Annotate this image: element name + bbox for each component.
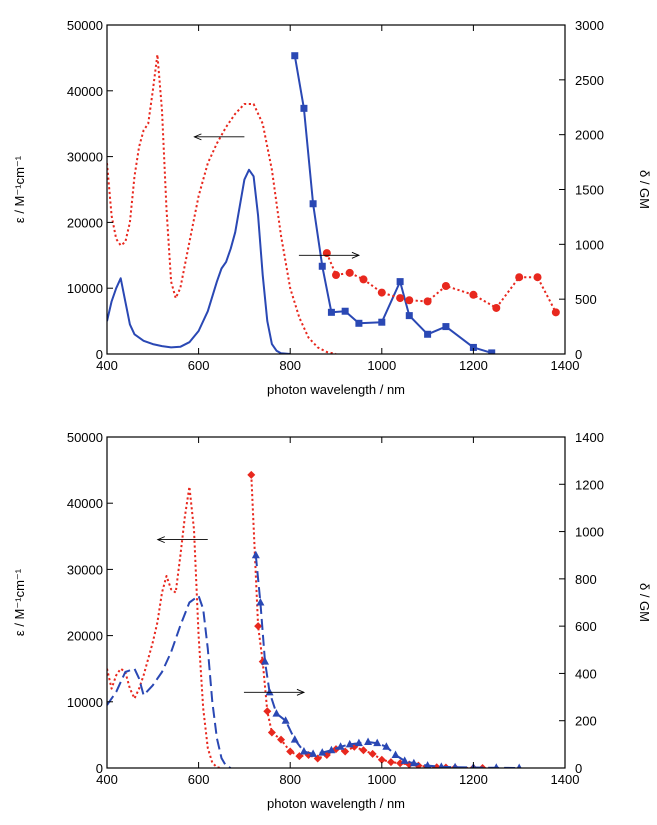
- y-left-tick-label-5: 50000: [67, 430, 103, 445]
- y-left-tick-label-5: 50000: [67, 18, 103, 33]
- series-2-line: [251, 475, 482, 768]
- y-right-tick-label-4: 800: [575, 572, 597, 587]
- y-right-tick-label-1: 500: [575, 292, 597, 307]
- series-3-point-13: [552, 308, 560, 316]
- series-3-point-10: [492, 304, 500, 312]
- y-right-tick-label-0: 0: [575, 347, 582, 362]
- series-2-point-4: [328, 309, 335, 316]
- series-2-point-0: [247, 471, 255, 479]
- series-3-point-7: [300, 747, 308, 755]
- y-right-tick-label-2: 1000: [575, 237, 604, 252]
- series-3-point-6: [291, 735, 299, 743]
- x-tick-label-2: 800: [279, 772, 301, 787]
- series-group: [107, 471, 523, 772]
- x-tick-label-4: 1200: [459, 772, 488, 787]
- series-group: [107, 52, 560, 356]
- series-3-point-11: [515, 273, 523, 281]
- series-3-point-8: [442, 282, 450, 290]
- series-3-point-9: [469, 291, 477, 299]
- y-left-tick-label-3: 30000: [67, 150, 103, 165]
- y-right-tick-label-5: 2500: [575, 73, 604, 88]
- x-tick-label-1: 600: [188, 772, 210, 787]
- series-3-point-4: [378, 289, 386, 297]
- y-right-tick-label-1: 200: [575, 714, 597, 729]
- series-3-point-3: [359, 275, 367, 283]
- series-2-point-15: [369, 750, 377, 758]
- series-3-point-0: [323, 249, 331, 257]
- y-right-tick-label-3: 1500: [575, 183, 604, 198]
- series-3-point-17: [392, 750, 400, 758]
- y-left-axis-label: ε / M⁻¹cm⁻¹: [12, 155, 27, 223]
- series-2-line: [295, 56, 492, 353]
- y-left-axis-label: ε / M⁻¹cm⁻¹: [12, 568, 27, 636]
- series-3-point-25: [515, 764, 523, 772]
- series-2-point-6: [286, 747, 294, 755]
- series-0-line: [107, 487, 222, 768]
- series-2-point-2: [310, 200, 317, 207]
- y-left-tick-label-4: 40000: [67, 84, 103, 99]
- y-right-tick-label-6: 1200: [575, 477, 604, 492]
- series-2-point-10: [424, 331, 431, 338]
- x-tick-label-3: 1000: [367, 358, 396, 373]
- plot-frame: [107, 437, 565, 768]
- series-2-point-1: [300, 105, 307, 112]
- y-right-tick-label-2: 400: [575, 666, 597, 681]
- series-3-point-4: [272, 709, 280, 717]
- series-2-point-1: [254, 622, 262, 630]
- y-left-tick-label-0: 0: [96, 761, 103, 776]
- x-axis-label: photon wavelength / nm: [267, 796, 405, 811]
- series-3-point-2: [346, 269, 354, 277]
- series-2-point-6: [355, 320, 362, 327]
- series-2-point-17: [387, 758, 395, 766]
- y-left-tick-label-2: 20000: [67, 629, 103, 644]
- series-2-point-3: [263, 707, 271, 715]
- series-3-point-14: [364, 737, 372, 745]
- series-3-point-7: [424, 297, 432, 305]
- series-3-point-0: [252, 551, 260, 559]
- y-right-axis-label: δ / GM: [637, 170, 652, 209]
- series-2-point-11: [442, 323, 449, 330]
- series-3-point-5: [396, 294, 404, 302]
- y-right-tick-label-3: 600: [575, 619, 597, 634]
- y-left-tick-label-3: 30000: [67, 562, 103, 577]
- series-3-line: [256, 555, 519, 768]
- y-left-tick-label-2: 20000: [67, 215, 103, 230]
- y-left-tick-label-0: 0: [96, 347, 103, 362]
- x-tick-label-1: 600: [188, 358, 210, 373]
- x-tick-label-3: 1000: [367, 772, 396, 787]
- series-2-point-5: [342, 308, 349, 315]
- series-3-point-1: [256, 598, 264, 606]
- series-3-point-13: [355, 739, 363, 747]
- x-axis-label: photon wavelength / nm: [267, 382, 405, 397]
- series-2-point-14: [359, 746, 367, 754]
- series-2-point-3: [319, 263, 326, 270]
- series-3-point-1: [332, 271, 340, 279]
- series-2-point-9: [406, 312, 413, 319]
- y-right-tick-label-0: 0: [575, 761, 582, 776]
- y-right-axis-label: δ / GM: [637, 583, 652, 622]
- series-3-line: [327, 253, 556, 312]
- series-2-point-7: [378, 319, 385, 326]
- series-1-line: [107, 596, 231, 768]
- y-right-tick-label-7: 1400: [575, 430, 604, 445]
- y-left-tick-label-1: 10000: [67, 281, 103, 296]
- series-2-point-4: [268, 729, 276, 737]
- x-tick-label-4: 1200: [459, 358, 488, 373]
- y-right-tick-label-6: 3000: [575, 18, 604, 33]
- chart-panel-bottom: 4006008001000120014000100002000030000400…: [12, 430, 652, 811]
- series-2-point-8: [397, 278, 404, 285]
- chart-panel-top: 4006008001000120014000100002000030000400…: [12, 18, 652, 397]
- series-3-point-3: [266, 688, 274, 696]
- series-3-point-6: [405, 296, 413, 304]
- y-left-tick-label-4: 40000: [67, 496, 103, 511]
- series-2-point-13: [488, 349, 495, 356]
- y-left-tick-label-1: 10000: [67, 695, 103, 710]
- x-tick-label-2: 800: [279, 358, 301, 373]
- y-right-tick-label-5: 1000: [575, 525, 604, 540]
- series-3-point-12: [534, 273, 542, 281]
- y-right-tick-label-4: 2000: [575, 128, 604, 143]
- series-2-point-0: [291, 52, 298, 59]
